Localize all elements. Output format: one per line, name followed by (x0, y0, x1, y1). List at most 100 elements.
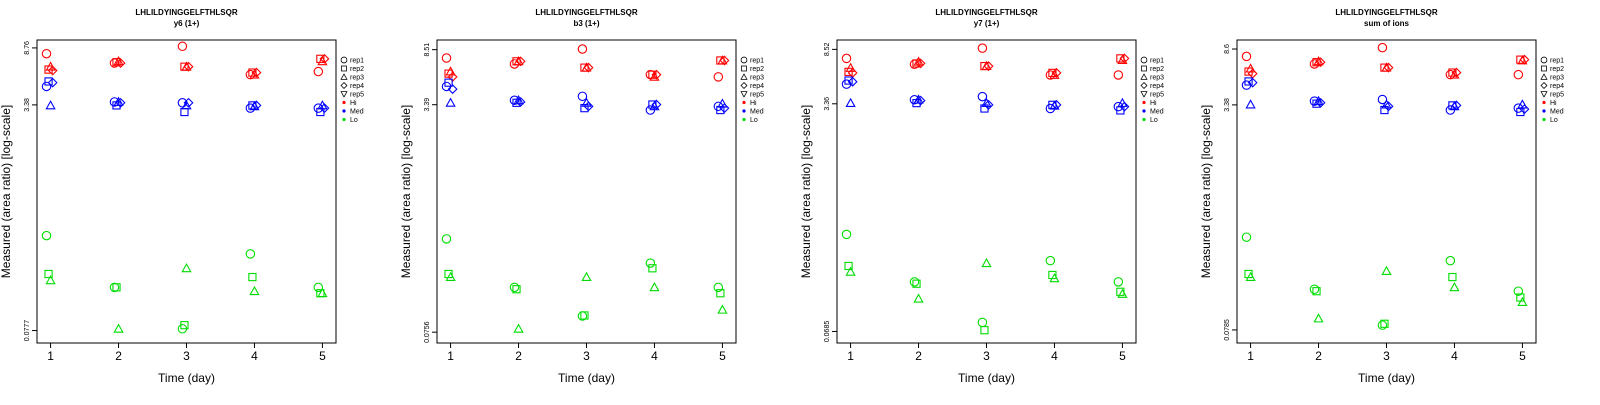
data-point (844, 261, 853, 271)
legend-marker (740, 82, 748, 89)
series-lo (1241, 232, 1528, 330)
data-point (841, 229, 852, 240)
plot-frame (436, 39, 737, 344)
data-point (249, 69, 260, 79)
chart-panel-4: LHLILDYINGGELFTHLSQR sum of ions 1 2 3 4 5 0.07… (1199, 0, 1600, 400)
data-point (983, 61, 994, 72)
chart-subtitle: b3 (1+) (573, 19, 599, 28)
data-point (183, 97, 194, 108)
x-tick-label: 1 (1247, 349, 1254, 363)
data-point (909, 277, 920, 287)
data-point (913, 293, 924, 303)
x-tick-label: 3 (583, 349, 590, 363)
legend-label: rep4 (1550, 83, 1564, 90)
x-tick-label: 4 (651, 349, 658, 363)
data-point (577, 44, 588, 54)
data-point (577, 91, 588, 102)
legend-label: rep5 (1550, 92, 1564, 99)
data-point (515, 96, 526, 107)
y-axis-label: Measured (area ratio) [log-scale] (0, 105, 13, 278)
data-point (1309, 284, 1320, 294)
data-point (509, 282, 520, 293)
data-point (845, 97, 856, 108)
data-point (45, 100, 56, 110)
legend-marker (1140, 82, 1148, 89)
data-point (41, 230, 52, 241)
data-point (447, 84, 458, 95)
data-point (844, 76, 853, 85)
legend-label: Lo (750, 117, 758, 124)
y-axis-label: Measured (area ratio) [log-scale] (800, 105, 813, 278)
legend-dot (1542, 117, 1546, 122)
series-med (1241, 77, 1530, 117)
x-axis-label: Time (day) (958, 371, 1015, 385)
chart-title: LHLILDYINGGELFTHLSQR (935, 8, 1037, 17)
x-tick-label: 1 (47, 349, 54, 363)
data-point (980, 326, 989, 335)
legend-label: Lo (350, 117, 358, 124)
data-point (1517, 99, 1528, 109)
plot-frame (836, 39, 1137, 344)
data-point (1513, 69, 1524, 80)
series-lo (441, 234, 728, 333)
legend-marker (1140, 91, 1148, 98)
data-point (1315, 57, 1326, 68)
data-point (177, 41, 188, 52)
chart-subtitle: y6 (1+) (174, 19, 200, 28)
legend-label: Hi (1150, 100, 1157, 107)
data-point (1051, 67, 1062, 78)
data-point (719, 103, 730, 114)
data-point (1113, 277, 1124, 287)
data-point (44, 77, 53, 86)
legend-marker (1541, 65, 1547, 72)
data-point (41, 81, 52, 92)
data-point (112, 58, 121, 67)
legend-label: Med (350, 109, 364, 116)
data-point (313, 66, 324, 77)
data-point (1049, 272, 1060, 283)
data-point (1312, 58, 1321, 67)
data-point (983, 99, 994, 110)
data-point (1113, 70, 1124, 80)
legend-dot (742, 109, 746, 113)
legend-dot (342, 117, 346, 122)
data-point (648, 264, 657, 273)
data-point (581, 271, 592, 281)
data-point (912, 279, 921, 288)
legend-label: Hi (350, 100, 357, 107)
data-point (47, 65, 58, 76)
legend-label: rep3 (750, 75, 764, 82)
chart-title: LHLILDYINGGELFTHLSQR (535, 8, 637, 17)
data-point (317, 287, 328, 298)
legend-label: rep5 (750, 92, 764, 99)
y-axis-label: Measured (area ratio) [log-scale] (1200, 105, 1213, 278)
legend-dot (1542, 109, 1546, 113)
data-point (115, 58, 126, 69)
data-point (249, 285, 260, 296)
data-point (251, 67, 262, 78)
data-point (1245, 99, 1256, 109)
legend-marker (740, 73, 748, 80)
data-point (109, 282, 120, 293)
series-hi (1241, 42, 1530, 80)
legend-label: rep4 (350, 83, 364, 90)
series-med (441, 78, 730, 115)
legend-marker (1540, 91, 1548, 98)
data-point (841, 53, 852, 64)
legend-label: rep3 (1550, 75, 1564, 82)
data-point (1247, 77, 1258, 88)
data-point (313, 282, 324, 293)
data-point (1051, 99, 1062, 110)
legend-label: rep1 (750, 58, 764, 65)
x-tick-label: 2 (1315, 349, 1322, 363)
data-point (1451, 67, 1462, 78)
data-point (1377, 42, 1388, 53)
legend-dot (742, 117, 746, 122)
data-point (1313, 313, 1324, 323)
legend-dot (1142, 117, 1146, 122)
x-tick-label: 1 (447, 349, 454, 363)
data-point (645, 258, 656, 268)
legend-dot (342, 109, 346, 113)
data-point (251, 100, 262, 111)
